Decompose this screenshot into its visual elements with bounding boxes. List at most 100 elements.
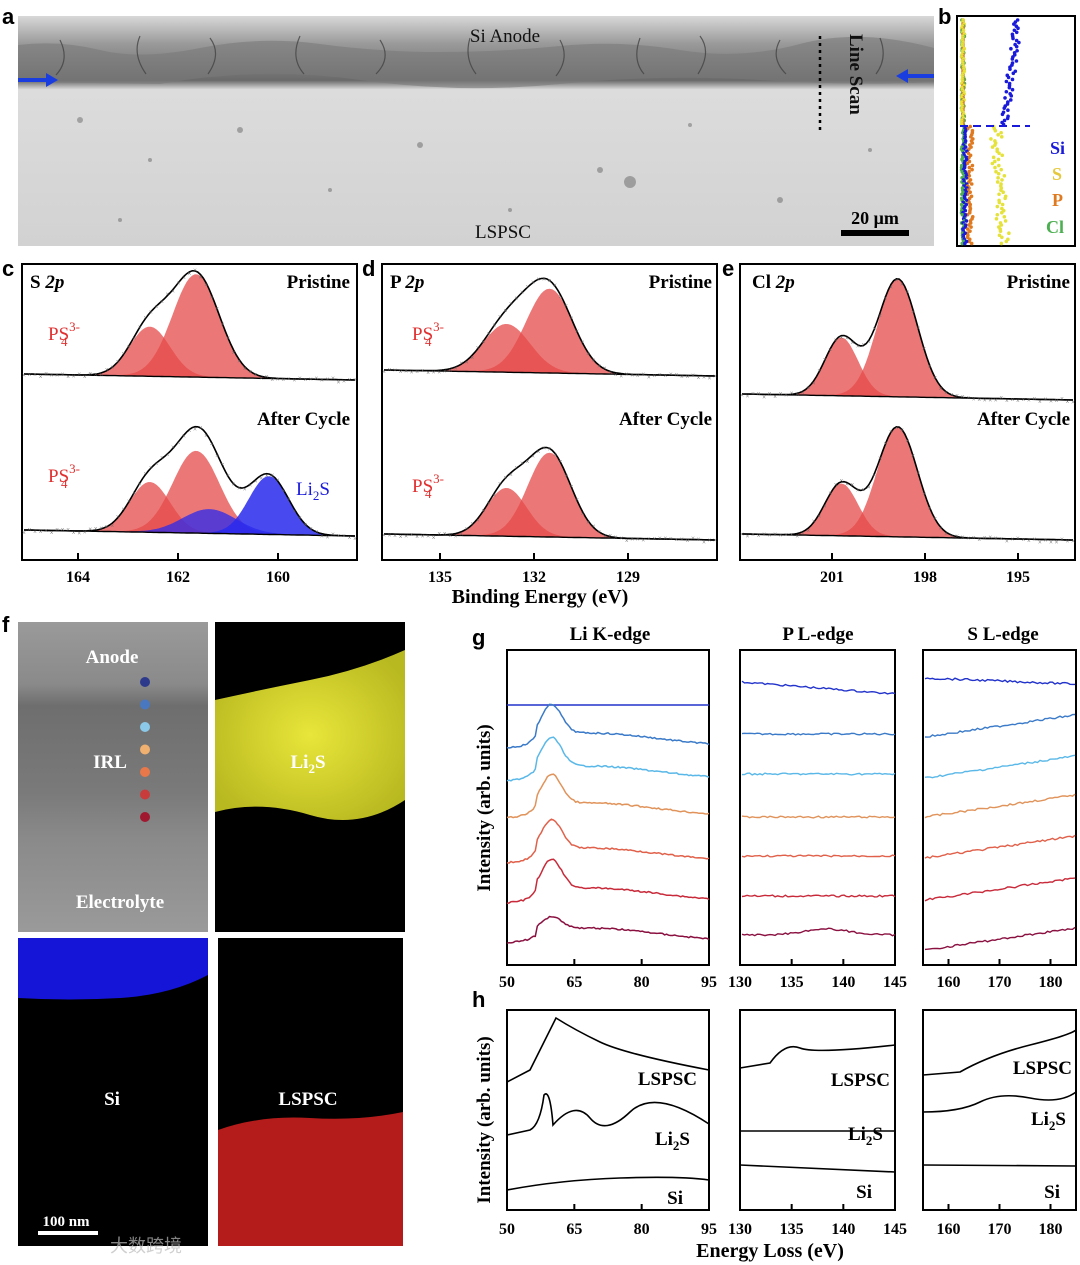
xps-data-point: × — [454, 532, 458, 540]
p-point — [969, 182, 974, 186]
xps-data-point: × — [303, 376, 307, 384]
xps-data-point: × — [336, 532, 340, 540]
xps-data-point: × — [210, 440, 214, 448]
xps-data-point: × — [348, 534, 352, 542]
xps-data-point: × — [917, 469, 921, 477]
xps-data-point: × — [270, 471, 274, 479]
lspsc-label-a: LSPSC — [475, 222, 531, 243]
panel-label-f: f — [2, 612, 10, 637]
s-point — [999, 135, 1004, 139]
xps-data-point: × — [1066, 398, 1070, 406]
xps-data-point: × — [608, 532, 612, 540]
xps-data-point: × — [586, 350, 590, 358]
s-point — [990, 145, 995, 149]
xps-c-tick-1: 164 — [66, 569, 90, 586]
xps-data-point: × — [839, 334, 843, 342]
tick-label: 135 — [780, 1221, 804, 1238]
xps-data-point: × — [22, 529, 26, 537]
xps-data-point: × — [66, 526, 70, 534]
xps-data-point: × — [1027, 396, 1031, 404]
si-point — [1012, 22, 1016, 26]
g-ylabel: Intensity (arb. units) — [474, 724, 495, 891]
irl-point-6 — [140, 789, 150, 800]
xps-data-point: × — [110, 522, 114, 530]
xps-data-point: × — [55, 526, 59, 534]
xps-data-point: × — [388, 366, 392, 374]
xps-data-point: × — [939, 385, 943, 393]
xps-data-point: × — [331, 375, 335, 383]
xps-data-point: × — [619, 372, 623, 380]
xps-data-point: × — [143, 470, 147, 478]
xps-data-point: × — [564, 302, 568, 310]
xps-data-point: × — [1032, 395, 1036, 403]
p-point — [970, 141, 975, 145]
xps-data-point: × — [746, 532, 750, 540]
tick-label: 50 — [499, 974, 515, 991]
s-point — [996, 176, 1000, 180]
si-point — [1003, 96, 1007, 100]
xps-data-point: × — [625, 537, 629, 545]
si-map-label: Si — [104, 1089, 120, 1110]
s-point — [996, 133, 1000, 137]
xps-data-point: × — [237, 485, 241, 493]
xps-data-point: × — [1054, 538, 1058, 546]
xps-data-point: × — [404, 532, 408, 540]
xps-data-point: × — [696, 536, 700, 544]
xps-data-point: × — [39, 528, 43, 536]
p-point — [969, 225, 973, 229]
xps-component-peak — [384, 452, 716, 541]
s-point — [995, 180, 1000, 184]
panel-label-h: h — [472, 987, 485, 1012]
h-label-li2s-s: Li2S — [1031, 1109, 1066, 1133]
xps-d-ps4-bottom: PS3-4 — [412, 471, 444, 501]
h-label-li2s-p: Li2S — [848, 1124, 883, 1148]
xps-data-point: × — [314, 528, 318, 536]
xps-data-point: × — [160, 298, 164, 306]
s-point — [1002, 174, 1007, 178]
xps-data-point: × — [988, 396, 992, 404]
s-l-trace-6 — [924, 877, 1076, 902]
xps-data-point: × — [298, 514, 302, 522]
p-point — [967, 239, 971, 244]
xps-data-point: × — [806, 527, 810, 535]
legend-si: Si — [1050, 138, 1065, 158]
xps-data-point: × — [845, 481, 849, 489]
xps-data-point: × — [856, 343, 860, 351]
xps-data-point: × — [867, 338, 871, 346]
xps-data-point: × — [994, 396, 998, 404]
xps-data-point: × — [492, 492, 496, 500]
p-point — [968, 124, 973, 129]
xps-data-point: × — [259, 474, 263, 482]
xps-data-point: × — [889, 283, 893, 291]
xps-data-point: × — [619, 535, 623, 543]
xps-data-point: × — [382, 532, 386, 540]
xps-data-point: × — [226, 335, 230, 343]
li2s-map-label: Li2S — [290, 752, 325, 776]
xps-data-point: × — [784, 531, 788, 539]
xps-data-point: × — [353, 535, 357, 543]
p-l-trace-1 — [741, 680, 896, 695]
xps-data-point: × — [182, 274, 186, 282]
xps-data-point: × — [917, 325, 921, 333]
xps-c-ticks: 164 162 160 — [66, 553, 290, 586]
xps-data-point: × — [454, 364, 458, 372]
xps-data-point: × — [652, 535, 656, 543]
xps-data-point: × — [636, 372, 640, 380]
p-l-trace-6 — [741, 894, 896, 898]
xps-data-point: × — [320, 376, 324, 384]
xps-data-point: × — [922, 345, 926, 353]
si-region — [18, 938, 208, 1000]
xps-data-point: × — [878, 312, 882, 320]
xps-data-point: × — [448, 366, 452, 374]
g-frame-s — [922, 649, 1077, 966]
xps-data-point: × — [83, 373, 87, 381]
xps-data-point: × — [768, 390, 772, 398]
xps-data-point: × — [487, 330, 491, 338]
si-point — [1002, 106, 1007, 110]
electrolyte-label: Electrolyte — [76, 892, 164, 913]
xps-c-after: After Cycle — [257, 409, 350, 430]
li-k-trace-4 — [506, 773, 710, 819]
xps-data-point: × — [625, 371, 629, 379]
xps-data-point: × — [708, 374, 712, 382]
cl-point — [960, 192, 964, 197]
